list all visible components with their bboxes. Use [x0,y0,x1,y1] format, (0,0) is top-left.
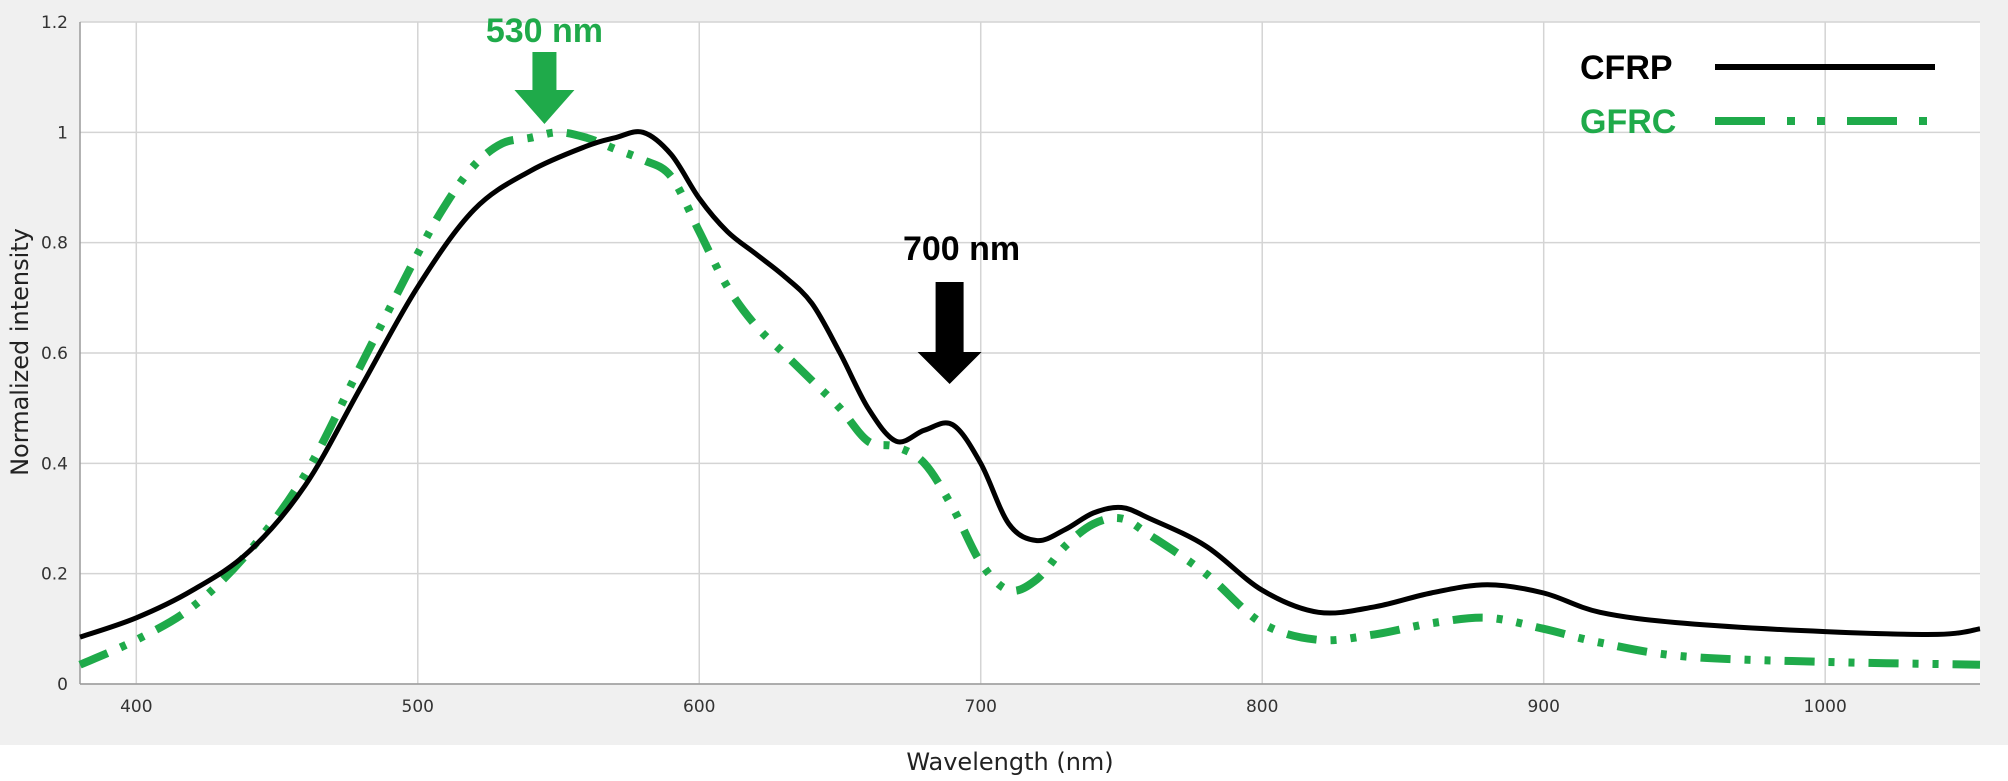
x-axis-label: Wavelength (nm) [906,748,1113,776]
x-tick-label: 900 [1527,697,1559,717]
y-tick-label: 0.8 [41,234,68,254]
x-tick-label: 400 [120,697,152,717]
y-tick-label: 0 [57,675,68,695]
legend: CFRP GFRC [1580,49,1935,141]
y-axis-label: Normalized intensity [6,228,34,476]
peak-annotations: 530 nm 700 nm [486,12,1020,384]
y-tick-label: 0.6 [41,344,68,364]
y-tick-label: 0.4 [41,454,68,474]
x-tick-label: 600 [683,697,715,717]
grid-lines [79,21,1980,685]
arrow-down-icon [917,282,982,384]
x-tick-label: 500 [402,697,434,717]
x-tick-labels: 400 500 600 700 800 900 1000 [120,697,1847,717]
series-lines [78,128,1981,669]
y-tick-labels: 0 0.2 0.4 0.6 0.8 1 1.2 [41,13,68,695]
y-tick-label: 0.2 [41,565,68,585]
series-line-gfrc [78,128,1981,669]
arrow-down-icon [514,52,575,124]
annotation-label-530nm: 530 nm [486,12,603,50]
x-tick-label: 700 [965,697,997,717]
series-line-cfrp [79,129,1981,640]
x-tick-label: 1000 [1804,697,1847,717]
x-tick-label: 800 [1246,697,1278,717]
legend-label-gfrc: GFRC [1580,103,1676,141]
legend-label-cfrp: CFRP [1580,49,1673,87]
y-tick-label: 1 [57,123,68,143]
y-tick-label: 1.2 [41,13,68,33]
annotation-label-700nm: 700 nm [903,230,1020,268]
